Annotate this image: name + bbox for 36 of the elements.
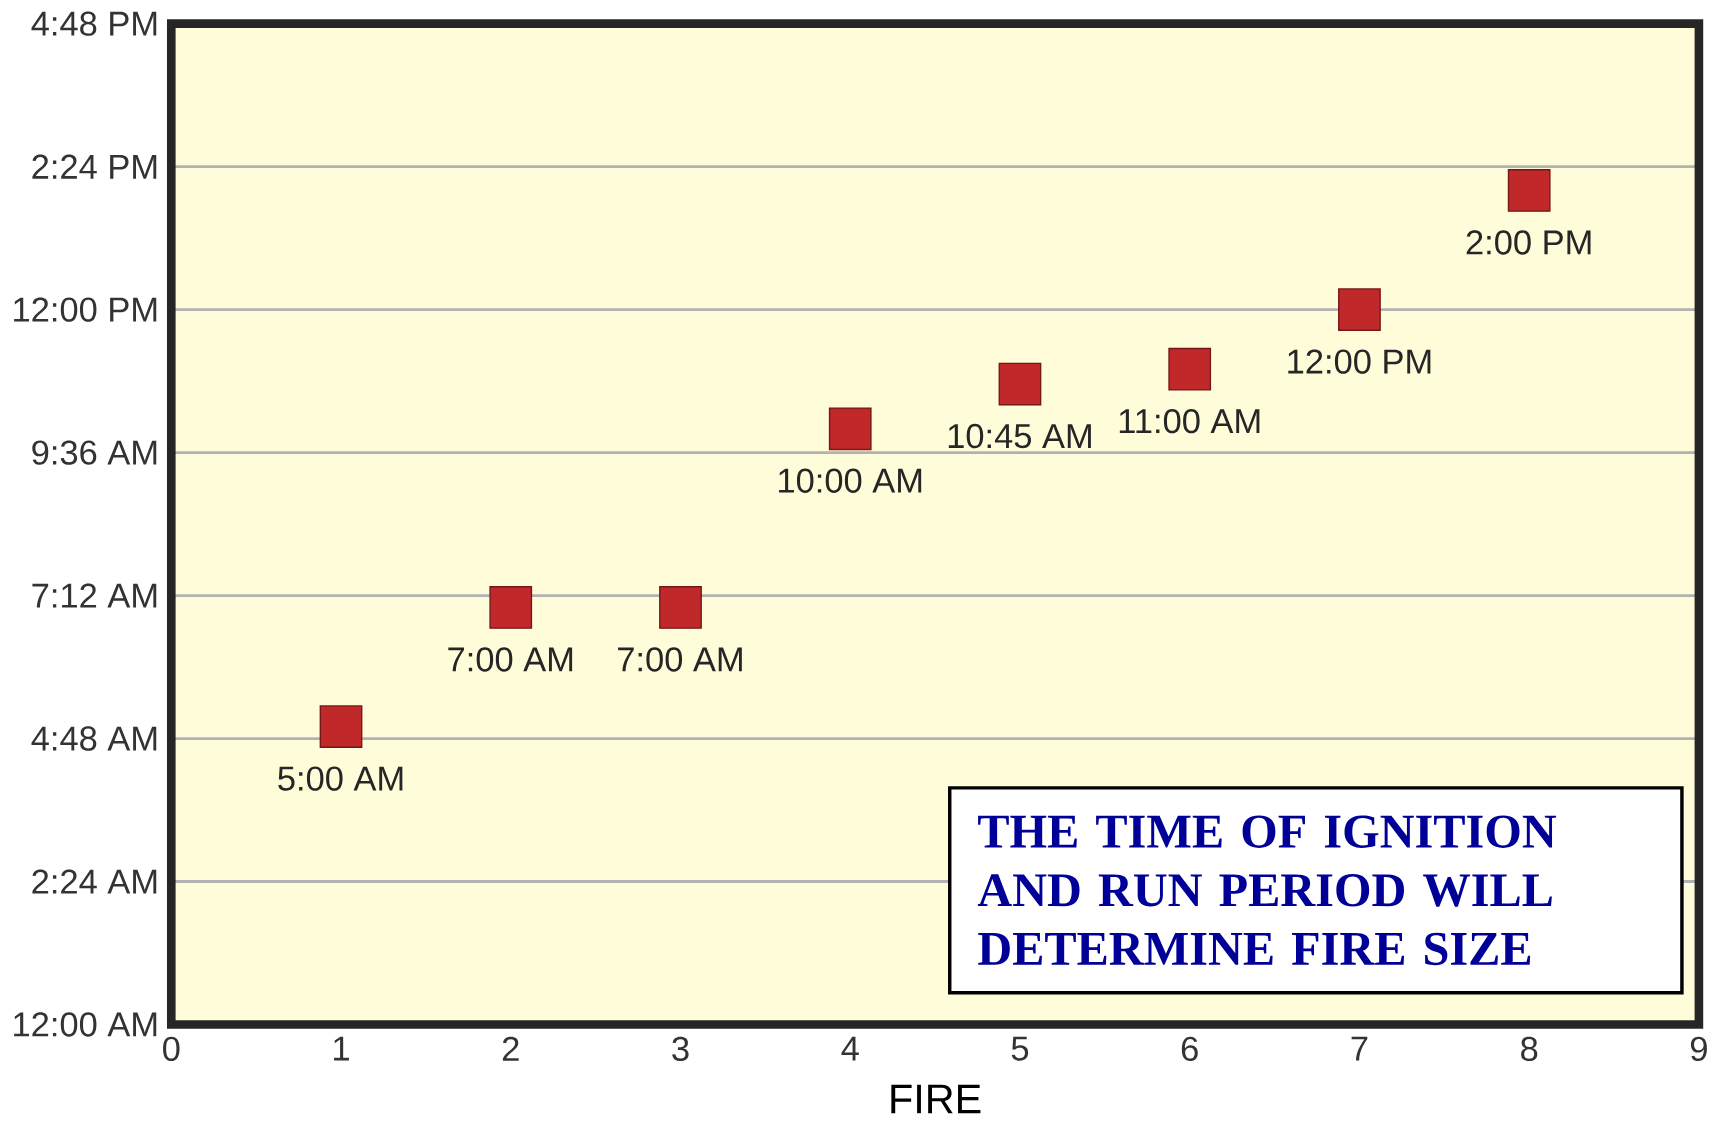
y-tick-label: 4:48 AM <box>31 726 157 751</box>
point <box>659 585 702 629</box>
y-tick-label: 2:24 AM <box>32 869 157 894</box>
y-tick-label: 7:12 AM <box>32 583 157 608</box>
data-label: 10:00 AM <box>779 468 922 493</box>
point <box>1338 288 1381 331</box>
data-label: 7:00 AM <box>448 647 573 672</box>
data-label: 5:00 AM <box>278 766 403 791</box>
x-tick-label: 1 <box>334 1036 349 1061</box>
x-tick-label: 9 <box>1690 1036 1707 1061</box>
x-axis-title: FIRE <box>891 1084 981 1114</box>
data-label: 11:00 AM <box>1119 408 1260 434</box>
y-tick-label: 4:48 PM <box>31 11 157 36</box>
x-tick-label: 5 <box>1011 1036 1029 1061</box>
y-tick-label: 12:00 PM <box>14 297 157 322</box>
point <box>489 585 533 629</box>
y-tick-label: 9:36 AM <box>32 440 157 465</box>
x-tick-label: 3 <box>672 1036 689 1061</box>
point <box>998 362 1042 406</box>
x-tick-label: 6 <box>1181 1036 1198 1061</box>
data-label: 2:00 PM <box>1466 230 1591 255</box>
x-tick-label: 4 <box>841 1036 859 1061</box>
x-tick-label: 2 <box>502 1036 519 1061</box>
data-label: 10:45 AM <box>948 423 1091 449</box>
x-tick-label: 8 <box>1521 1036 1538 1061</box>
point <box>319 705 363 748</box>
x-tick-label: 7 <box>1351 1036 1368 1061</box>
point <box>1168 347 1212 391</box>
point <box>828 407 872 450</box>
point <box>1507 168 1551 212</box>
x-tick-label: 0 <box>163 1036 180 1061</box>
data-label: 7:00 AM <box>618 647 742 672</box>
annotation: THE TIME OF IGNITION AND RUN PERIOD WILL DETERMINE FIRE SIZE <box>977 815 1557 965</box>
data-label: 12:00 PM <box>1288 349 1431 374</box>
y-tick-label: 2:24 PM <box>32 154 157 179</box>
y-tick-label: 12:00 AM <box>14 1012 157 1037</box>
